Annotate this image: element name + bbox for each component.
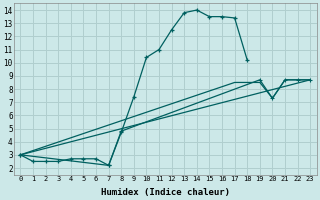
X-axis label: Humidex (Indice chaleur): Humidex (Indice chaleur) <box>101 188 230 197</box>
